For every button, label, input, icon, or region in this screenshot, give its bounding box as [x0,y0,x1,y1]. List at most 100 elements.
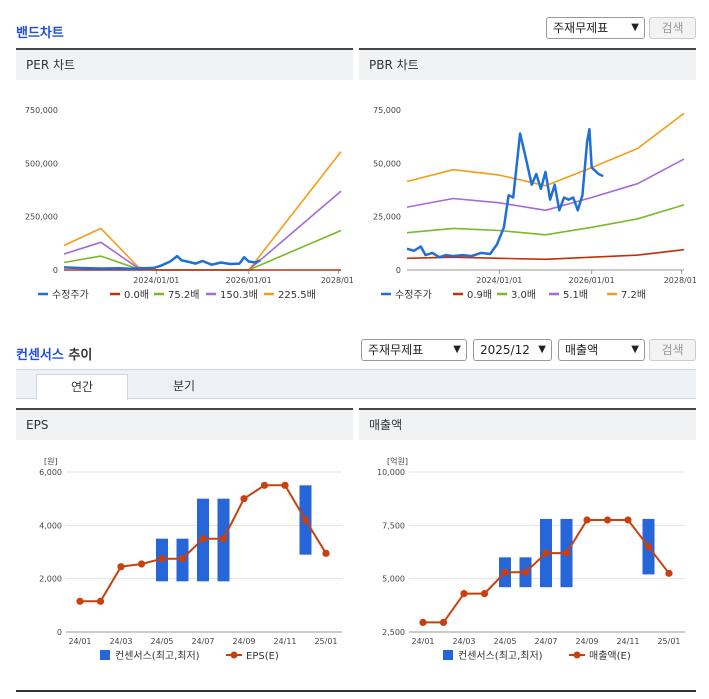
consensus-title-rest: 추이 [63,348,93,363]
consensus-item-select-value: 매출액 [565,343,599,357]
consensus-title-main: 컨센서스 [16,348,64,363]
sales-x-tick-label: 24/01 [411,637,434,646]
eps-y-tick-label: 4,000 [39,521,62,530]
pbr-y-tick-label: 0 [396,266,401,275]
eps-y-tick-label: 0 [57,628,62,637]
tab-quarterly[interactable]: 분기 [172,379,196,393]
band-statement-select[interactable]: 주재무제표 ▼ [546,17,645,39]
sales-estimate-point [624,516,632,524]
eps-estimate-point [322,549,330,557]
sales-chart-header: 매출액 [359,408,696,440]
consensus-period-select-value: 2025/12 [480,343,530,357]
eps-y-tick-label: 2,000 [39,575,62,584]
sales-x-tick-label: 24/03 [452,637,475,646]
sales-estimate-point [460,590,468,598]
eps-y-tick-label: 6,000 [39,468,62,477]
sales-estimate-point [603,516,612,524]
consensus-tabs: 연간 분기 [16,369,696,400]
eps-unit-label: [원] [44,457,58,466]
per-x-tick-label: 2028/01/ [321,276,353,285]
consensus-section-title: 컨센서스 추이 [16,344,92,363]
sales-estimate-point [562,549,571,557]
per-chart-header: PER 차트 [16,48,353,80]
consensus-search-button[interactable]: 검색 [649,339,696,361]
sales-x-tick-label: 25/01 [657,637,680,646]
consensus-statement-select[interactable]: 주재무제표 ▼ [361,339,467,361]
pbr-x-tick-label: 2026/01/01 [569,276,615,285]
sales-estimate-point [665,569,673,577]
eps-estimate-point [137,560,146,568]
sales-y-tick-label: 10,000 [377,468,405,477]
divider [16,690,696,692]
sales-x-tick-label: 24/05 [493,637,516,646]
tab-annual[interactable]: 연간 [36,374,128,400]
consensus-item-select[interactable]: 매출액 ▼ [558,339,645,361]
pbr-series-line [406,158,685,212]
pbr-legend-label: 5.1배 [563,289,588,301]
pbr-chart-title: PBR 차트 [369,58,419,72]
sales-legend-label: 매출액(E) [589,650,631,662]
per-y-tick-label: 500,000 [25,159,58,168]
pbr-y-tick-label: 50,000 [373,159,401,168]
pbr-series-line [406,112,685,187]
chevron-down-icon: ▼ [631,22,639,33]
pbr-legend-label: 7.2배 [621,289,646,301]
per-chart-title: PER 차트 [26,58,76,72]
sales-y-tick-label: 2,500 [382,628,405,637]
sales-estimate-point [644,543,653,551]
eps-consensus-chart: [원] 6,000 4,000 2,000 0 24/01 24/03 24/05 24/07 2… [39,457,342,662]
sales-estimate-point [501,568,509,576]
sales-consensus-chart: [억원] 10,000 7,500 5,000 2,500 24/01 24/03 24/05… [377,456,685,662]
pbr-y-tick-label: 75,000 [373,106,401,115]
per-y-tick-label: 0 [53,266,58,275]
eps-estimate-point [96,597,105,605]
per-legend-label: 0.0배 [124,289,149,301]
sales-legend-swatch [443,650,453,660]
sales-estimate-point [419,618,427,626]
consensus-statement-select-value: 주재무제표 [368,343,424,357]
eps-legend-label: 컨센서스(최고,최저) [115,650,200,662]
eps-estimate-point [240,495,248,503]
pbr-chart-header: PBR 차트 [359,48,696,80]
per-legend-label: 수정주가 [52,289,89,301]
eps-chart-title: EPS [26,418,49,432]
pbr-legend-label: 0.9배 [467,289,492,301]
per-x-tick-label: 2026/01/01 [226,276,272,285]
per-band-chart: 750,000 500,000 250,000 0 2024/01/01 2026/01/… [25,106,353,301]
per-legend-label: 75.2배 [168,289,199,301]
eps-estimate-point [158,555,166,563]
eps-legend-label: EPS(E) [246,651,279,662]
eps-estimate-point [199,535,207,543]
sales-x-tick-label: 24/09 [575,637,598,646]
eps-legend-swatch [230,651,238,659]
sales-chart-title: 매출액 [369,418,403,432]
per-series-line [63,151,342,271]
pbr-band-chart: 75,000 50,000 25,000 0 2024/01/01 2026/01/01 2… [373,106,696,301]
sales-x-tick-label: 24/07 [534,637,557,646]
sales-unit-label: [억원] [387,456,408,466]
sales-legend-label: 컨센서스(최고,최저) [458,650,543,662]
eps-x-tick-label: 24/07 [191,637,214,646]
chevron-down-icon: ▼ [538,344,546,355]
sales-x-tick-label: 24/11 [616,637,639,646]
pbr-legend-label: 수정주가 [395,289,432,301]
pbr-y-tick-label: 25,000 [373,213,401,222]
per-y-tick-label: 250,000 [25,213,58,222]
band-chart-title: 밴드차트 [16,26,64,41]
pbr-x-tick-label: 2028/01/ [664,276,696,285]
eps-legend-swatch [100,650,110,660]
sales-estimate-point [521,568,530,576]
eps-x-tick-label: 24/11 [273,637,296,646]
band-search-button[interactable]: 검색 [649,17,696,39]
eps-estimate-point [117,563,125,571]
pbr-series-line [406,127,604,259]
pbr-series-line [406,204,685,236]
consensus-period-select[interactable]: 2025/12 ▼ [473,339,552,361]
eps-x-tick-label: 24/03 [109,637,132,646]
band-statement-select-value: 주재무제표 [553,21,609,35]
sales-estimate-point [439,618,448,626]
eps-chart-header: EPS [16,408,353,440]
eps-estimate-point [260,481,269,489]
pbr-x-tick-label: 2024/01/01 [476,276,522,285]
chevron-down-icon: ▼ [453,344,461,355]
